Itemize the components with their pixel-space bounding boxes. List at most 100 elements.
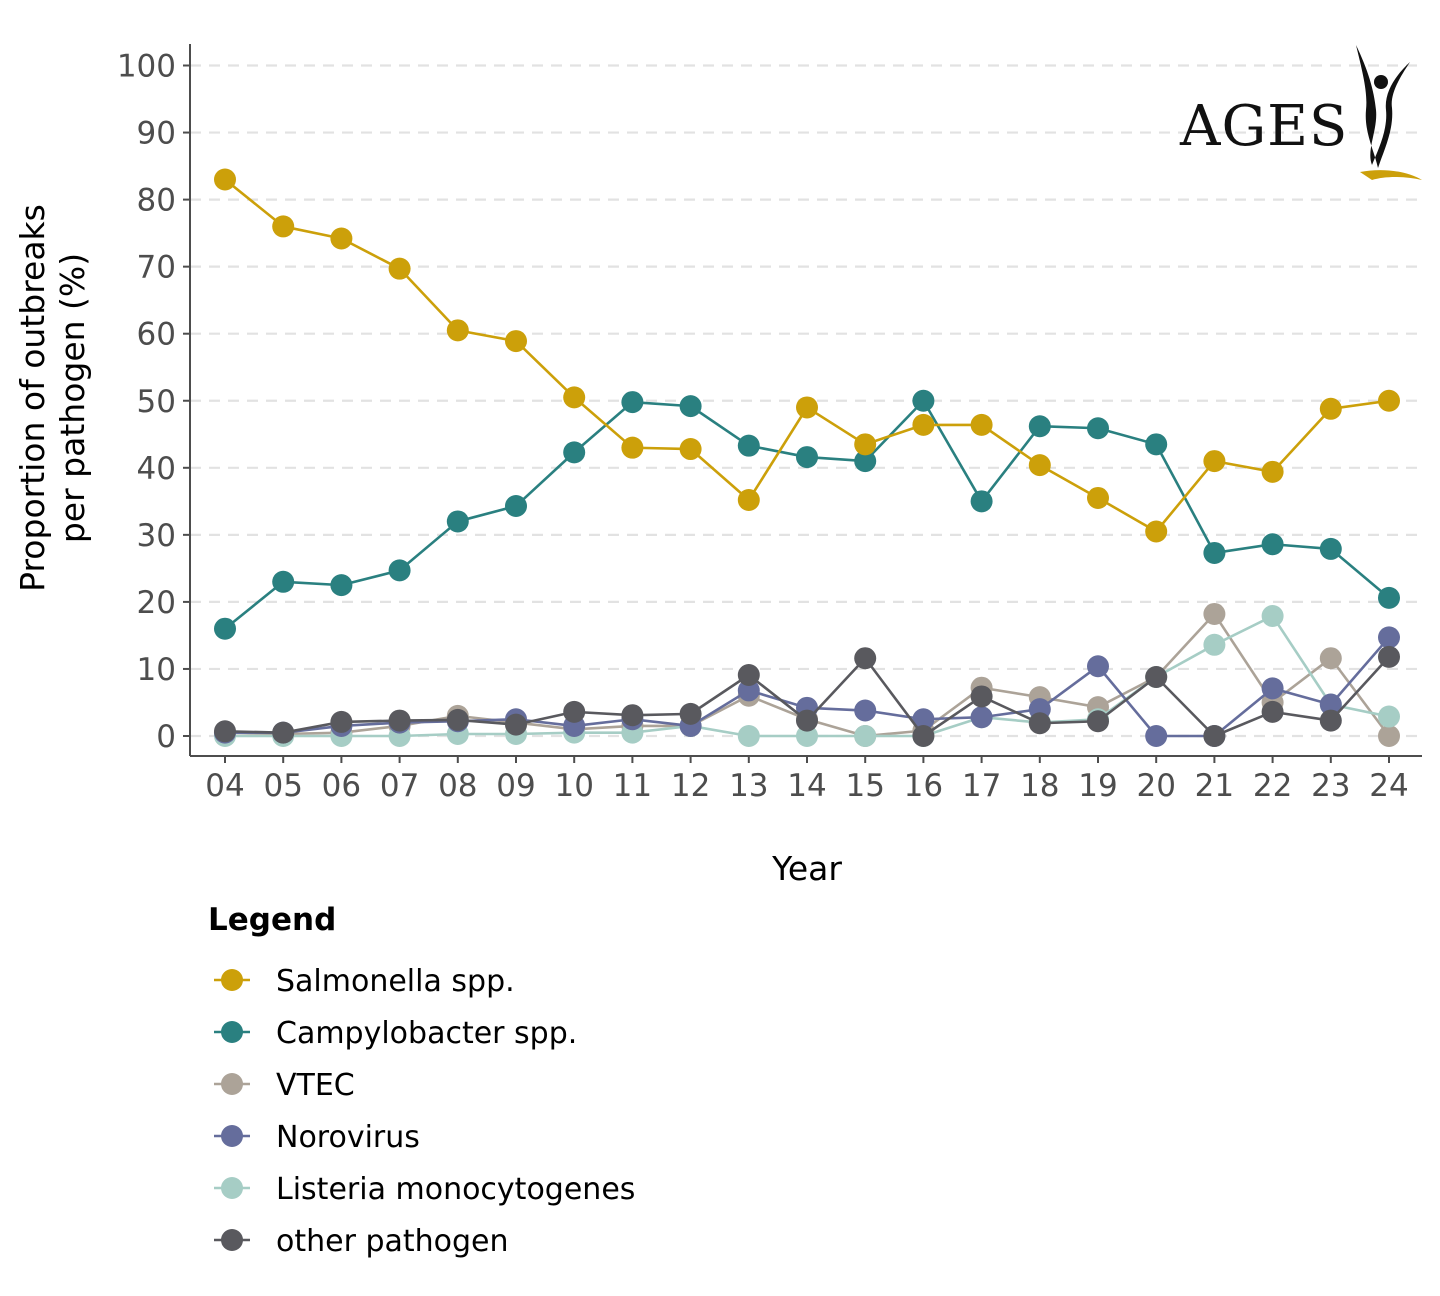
y-ticks: 0 10 20 30 40 50 60 70 80 90 100 [117, 49, 190, 755]
series-line-salmonella-spp [224, 178, 1390, 533]
data-point-other-pathogen [214, 720, 236, 743]
series-other-pathogen [214, 645, 1400, 747]
x-tick-label: 14 [787, 768, 826, 804]
legend-item-norovirus: Norovirus [214, 1120, 420, 1155]
data-point-campylobacter-spp [214, 617, 236, 640]
x-tick-label: 20 [1136, 768, 1175, 804]
y-axis-title: Proportion of outbreaks per pathogen (%) [13, 204, 92, 592]
data-point-campylobacter-spp [563, 441, 586, 464]
data-point-other-pathogen [1378, 645, 1400, 668]
data-point-listeria-monocytogenes [1378, 705, 1400, 728]
y-tick-label: 80 [137, 183, 176, 219]
x-tick-label: 18 [1020, 768, 1059, 804]
data-point-norovirus [1087, 655, 1109, 678]
data-point-salmonella-spp [505, 330, 527, 353]
x-tick-label: 19 [1078, 768, 1117, 804]
legend-item-vtec: VTEC [214, 1068, 355, 1103]
data-point-other-pathogen [1261, 700, 1284, 723]
legend-label: other pathogen [276, 1224, 509, 1259]
data-point-other-pathogen [970, 685, 993, 708]
series-line-campylobacter-spp [224, 399, 1390, 630]
y-tick-label: 20 [137, 585, 176, 621]
x-tick-label: 12 [671, 768, 710, 804]
legend-item-salmonella-spp: Salmonella spp. [214, 964, 515, 999]
legend-key-marker [221, 1021, 243, 1043]
x-tick-label: 11 [613, 768, 652, 804]
x-tick-label: 16 [904, 768, 943, 804]
data-point-listeria-monocytogenes [854, 725, 877, 747]
series-salmonella-spp [214, 168, 1400, 543]
data-point-salmonella-spp [272, 215, 295, 238]
data-point-salmonella-spp [446, 319, 469, 342]
legend-key-marker [221, 1125, 243, 1147]
y-tick-label: 40 [137, 451, 176, 487]
y-tick-label: 70 [137, 250, 176, 286]
data-point-campylobacter-spp [1203, 541, 1226, 564]
legend-key-marker [221, 969, 243, 991]
data-point-listeria-monocytogenes [1261, 604, 1284, 627]
data-point-campylobacter-spp [854, 450, 877, 473]
data-point-salmonella-spp [679, 438, 702, 461]
data-point-campylobacter-spp [1087, 417, 1109, 440]
data-point-other-pathogen [446, 708, 469, 731]
data-point-other-pathogen [1203, 725, 1226, 747]
data-point-other-pathogen [330, 710, 353, 733]
data-point-listeria-monocytogenes [1203, 633, 1226, 656]
data-point-other-pathogen [563, 700, 586, 723]
y-axis-title-line-2: per pathogen (%) [53, 253, 92, 543]
data-point-campylobacter-spp [970, 490, 993, 513]
data-point-other-pathogen [796, 709, 818, 732]
data-point-other-pathogen [505, 713, 527, 736]
data-point-listeria-monocytogenes [796, 725, 818, 747]
data-point-other-pathogen [1319, 709, 1342, 732]
data-point-campylobacter-spp [1261, 533, 1284, 556]
data-point-salmonella-spp [214, 168, 236, 191]
x-tick-label: 24 [1369, 768, 1408, 804]
data-point-vtec [1203, 602, 1226, 625]
data-point-campylobacter-spp [1028, 415, 1051, 438]
data-point-salmonella-spp [737, 488, 760, 511]
legend-key-marker [221, 1073, 243, 1095]
legend-item-campylobacter-spp: Campylobacter spp. [214, 1016, 577, 1051]
legend-label: Listeria monocytogenes [276, 1172, 635, 1207]
x-tick-label: 23 [1311, 768, 1350, 804]
data-point-other-pathogen [272, 721, 295, 744]
x-tick-label: 21 [1195, 768, 1234, 804]
x-tick-label: 06 [322, 768, 361, 804]
y-tick-label: 30 [137, 518, 176, 554]
x-tick-label: 04 [205, 768, 244, 804]
data-point-other-pathogen [388, 709, 411, 732]
data-point-salmonella-spp [1087, 486, 1109, 509]
y-tick-label: 10 [137, 652, 176, 688]
data-point-salmonella-spp [388, 257, 411, 280]
x-tick-label: 10 [554, 768, 593, 804]
data-point-salmonella-spp [1145, 520, 1168, 543]
data-point-norovirus [970, 706, 993, 729]
legend-key-marker [221, 1177, 243, 1199]
data-point-other-pathogen [1145, 665, 1168, 688]
y-axis-title-line-1: Proportion of outbreaks [13, 204, 52, 592]
data-point-other-pathogen [1028, 712, 1051, 735]
data-point-campylobacter-spp [912, 389, 935, 412]
x-tick-label: 17 [962, 768, 1001, 804]
series [214, 168, 1400, 747]
legend-item-other-pathogen: other pathogen [214, 1224, 509, 1259]
data-point-norovirus [1319, 693, 1342, 716]
data-point-other-pathogen [679, 702, 702, 725]
data-point-campylobacter-spp [1378, 586, 1400, 609]
legend-label: Norovirus [276, 1120, 420, 1155]
data-point-campylobacter-spp [796, 446, 818, 469]
data-point-salmonella-spp [1028, 454, 1051, 477]
logo-figure-icon [1356, 45, 1422, 180]
data-point-campylobacter-spp [1319, 537, 1342, 560]
data-point-campylobacter-spp [505, 495, 527, 518]
legend-title: Legend [208, 902, 336, 938]
x-tick-label: 15 [845, 768, 884, 804]
data-point-norovirus [1378, 626, 1400, 649]
legend-label: Campylobacter spp. [276, 1016, 577, 1051]
legend-item-listeria-monocytogenes: Listeria monocytogenes [214, 1172, 635, 1207]
x-tick-label: 05 [263, 768, 302, 804]
data-point-other-pathogen [912, 725, 935, 747]
data-point-norovirus [1145, 725, 1168, 747]
data-point-salmonella-spp [621, 436, 644, 459]
